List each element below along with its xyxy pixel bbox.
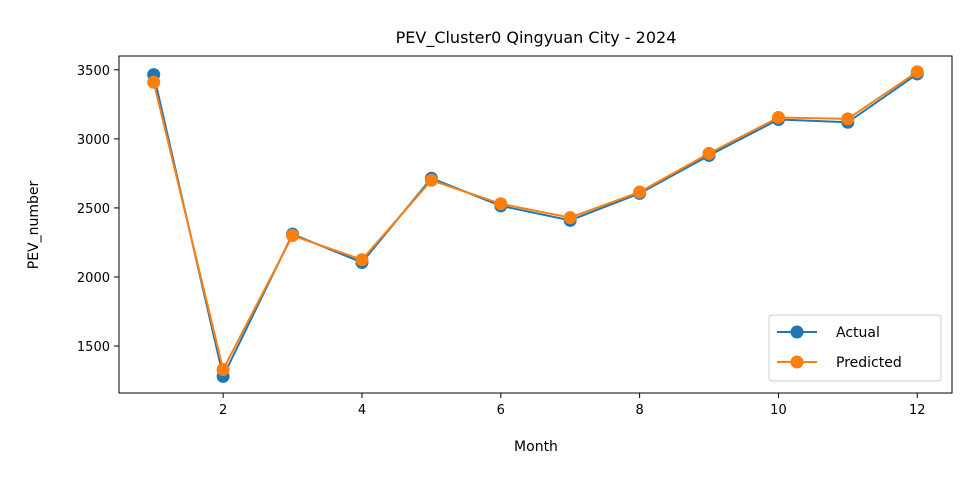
- data-point-predicted: [841, 112, 855, 126]
- y-tick-label: 2000: [77, 271, 110, 286]
- legend: Actual Predicted: [768, 314, 942, 382]
- y-tick-label: 3500: [77, 64, 110, 79]
- y-tick-label: 1500: [77, 340, 110, 355]
- series-predicted: [147, 65, 924, 377]
- plot-frame: [118, 55, 953, 394]
- x-tick-label: 8: [635, 403, 643, 418]
- legend-marker: [790, 355, 804, 369]
- data-point-predicted: [494, 197, 508, 211]
- x-tick-label: 12: [909, 403, 926, 418]
- data-point-predicted: [424, 173, 438, 187]
- data-point-predicted: [771, 110, 785, 124]
- data-point-predicted: [286, 229, 300, 243]
- x-tick-label: 2: [219, 403, 227, 418]
- x-tick-label: 4: [358, 403, 366, 418]
- x-axis: 2 4 6 8 10 12: [219, 393, 926, 418]
- plot-area: [147, 65, 924, 383]
- data-point-predicted: [702, 146, 716, 160]
- data-point-predicted: [147, 75, 161, 89]
- data-point-predicted: [355, 253, 369, 267]
- series-line-predicted: [152, 71, 918, 373]
- data-point-predicted: [563, 211, 577, 225]
- data-point-predicted: [216, 363, 230, 377]
- y-tick-label: 2500: [77, 202, 110, 217]
- legend-marker: [790, 325, 804, 339]
- x-tick-label: 10: [770, 403, 787, 418]
- data-point-predicted: [910, 65, 924, 79]
- legend-entry: Actual: [836, 325, 880, 341]
- y-tick-label: 3000: [77, 133, 110, 148]
- x-axis-label: Month: [514, 439, 558, 455]
- x-tick-label: 6: [497, 403, 505, 418]
- y-axis: 1500 2000 2500 3000 3500: [77, 64, 119, 355]
- y-axis-label: PEV_number: [26, 181, 42, 270]
- chart-title: PEV_Cluster0 Qingyuan City - 2024: [396, 28, 677, 48]
- data-point-predicted: [633, 185, 647, 199]
- legend-entry: Predicted: [836, 355, 902, 371]
